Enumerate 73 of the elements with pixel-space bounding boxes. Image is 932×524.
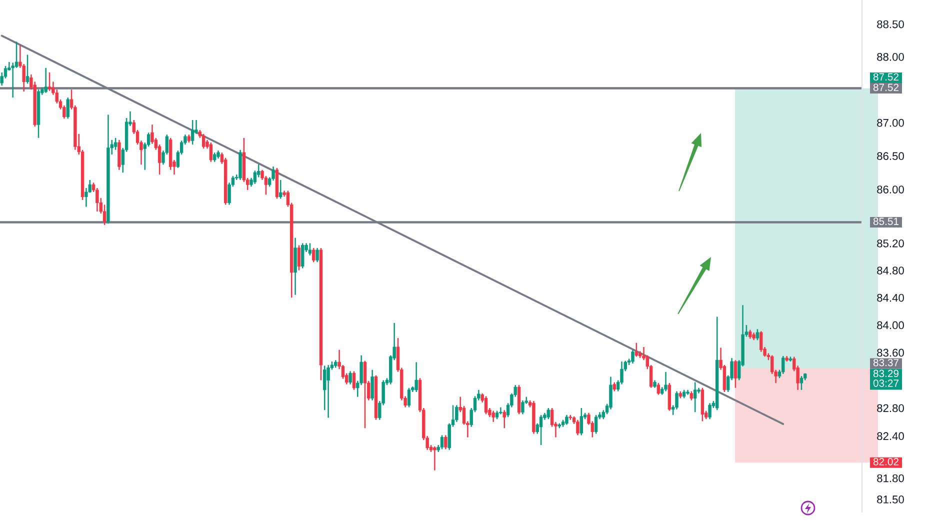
y-tick-label: 84.40	[877, 294, 904, 302]
candlestick	[656, 382, 660, 396]
y-tick-label: 88.00	[877, 53, 904, 61]
candlestick	[212, 152, 216, 163]
candlestick	[499, 406, 502, 415]
y-tick-label: 85.20	[877, 239, 904, 248]
candlestick	[190, 119, 194, 146]
candlestick	[440, 434, 444, 450]
candlestick	[694, 382, 697, 413]
candlestick	[800, 375, 804, 391]
candlestick	[297, 244, 301, 271]
y-tick-label: 84.80	[877, 266, 904, 274]
text: 83.29 03:27	[873, 370, 899, 387]
candlestick	[348, 370, 352, 385]
candlestick	[444, 434, 448, 450]
candlestick	[316, 247, 319, 263]
band-label: 82.02	[873, 458, 899, 466]
candlestick	[664, 371, 668, 392]
candlestick	[609, 376, 612, 410]
y-tick-label: 81.80	[877, 474, 904, 482]
candlestick	[301, 242, 304, 269]
y-tick-label: 81.50	[877, 496, 904, 504]
y-tick-label: 86.50	[877, 152, 904, 160]
y-tick-label: 82.80	[877, 404, 904, 412]
candlestick	[352, 370, 356, 391]
candlestick	[502, 409, 506, 429]
candlestick	[760, 330, 763, 352]
candlestick	[708, 402, 712, 420]
candlestick	[612, 382, 616, 392]
candlestick	[118, 139, 121, 171]
ref-line-label: 87.52	[873, 84, 899, 92]
y-tick-label: 88.50	[877, 20, 904, 28]
candlestick	[84, 187, 88, 208]
band-label: 87.52	[873, 73, 899, 81]
candlestick	[492, 410, 495, 423]
candlestick	[565, 414, 568, 426]
y-tick-label: 87.00	[877, 118, 904, 127]
candlestick	[546, 407, 550, 420]
candlestick	[521, 400, 524, 415]
candlestick	[114, 137, 118, 151]
candlestick	[539, 414, 543, 446]
candlestick	[407, 387, 411, 408]
candlestick	[734, 360, 738, 388]
y-tick-label: 86.00	[877, 186, 904, 194]
y-tick-label: 82.40	[877, 432, 904, 440]
candlestick	[580, 407, 583, 436]
candlestick	[433, 446, 436, 471]
candlestick	[484, 396, 488, 415]
candlestick	[594, 414, 598, 434]
candlestick	[48, 72, 52, 92]
candlestick	[690, 390, 694, 401]
ref-line-label: 85.51	[873, 218, 899, 226]
y-tick-label: 83.60	[877, 348, 904, 357]
candlestick	[209, 142, 213, 163]
candlestick	[202, 133, 206, 150]
candlestick	[312, 247, 316, 263]
candlestick	[782, 355, 785, 375]
text: 83.37	[873, 358, 899, 366]
candlestick	[308, 242, 312, 256]
candlestick	[756, 328, 760, 341]
candlestick	[326, 364, 330, 418]
candlestick	[26, 54, 30, 84]
candlestick	[576, 419, 580, 436]
candlestick	[66, 96, 70, 120]
candlestick	[44, 67, 48, 94]
y-tick-label: 84.00	[877, 321, 904, 330]
candlestick	[370, 369, 374, 401]
candlestick	[279, 179, 282, 200]
candlestick	[455, 404, 458, 423]
candlestick	[634, 342, 638, 358]
candlestick	[363, 360, 367, 429]
candlestick	[631, 349, 634, 364]
candlestick	[414, 362, 418, 393]
